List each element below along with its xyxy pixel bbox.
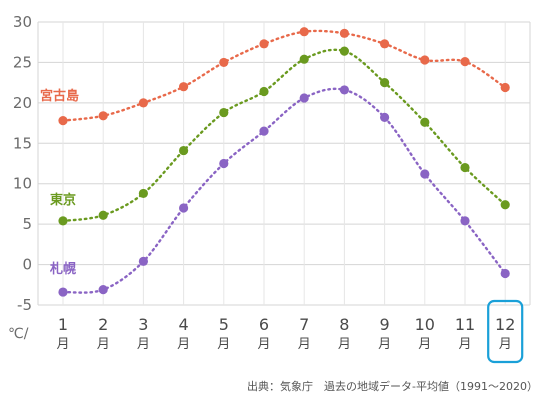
y-axis-unit-label: ℃/	[8, 326, 29, 342]
x-tick-month-label: 月	[298, 337, 311, 352]
x-tick-label: 7	[299, 315, 309, 334]
data-point	[138, 256, 148, 266]
series-label: 東京	[50, 192, 76, 208]
data-point	[179, 82, 189, 92]
x-tick-month-label: 月	[499, 337, 512, 352]
series-label: 宮古島	[40, 88, 79, 104]
data-point	[259, 86, 269, 97]
x-tick-label: 1	[58, 315, 68, 334]
x-tick-label: 6	[259, 315, 269, 334]
data-point	[420, 169, 430, 179]
x-tick-month-label: 月	[217, 337, 230, 352]
x-axis-ticks: 1 月 2 月 3 月 4 月 5 月 6 月 7 月 8 月 9 月 10 月 11 月 12 月	[56, 315, 515, 352]
x-tick-month-label: 月	[137, 337, 150, 352]
data-point	[98, 111, 108, 121]
y-tick-label: 30	[13, 13, 32, 31]
x-tick-label: 3	[138, 315, 148, 334]
y-tick-label: -5	[17, 296, 32, 314]
source-note: 出典：気象庁 過去の地域データ-平均値（1991〜2020）	[247, 379, 538, 393]
series-2: 札幌	[49, 85, 510, 297]
x-tick-month-label: 月	[378, 337, 391, 352]
data-point	[259, 126, 269, 136]
y-tick-label: 5	[22, 215, 32, 233]
data-point	[259, 39, 269, 49]
x-tick-label: 4	[179, 315, 189, 334]
data-point	[219, 107, 229, 118]
data-point	[58, 216, 68, 226]
data-point	[219, 158, 229, 169]
x-tick-label: 10	[415, 315, 435, 334]
data-point	[420, 55, 430, 65]
data-point	[98, 210, 108, 220]
data-point	[299, 27, 309, 37]
data-point	[219, 57, 229, 68]
y-tick-label: 0	[22, 256, 32, 274]
data-point	[98, 285, 108, 295]
data-point	[138, 98, 148, 108]
highlight-box-month	[487, 299, 524, 364]
x-tick-month-label: 月	[56, 337, 69, 352]
x-tick-label: 8	[339, 315, 349, 334]
data-point	[460, 162, 470, 173]
data-point	[380, 112, 390, 123]
data-point	[299, 54, 309, 64]
series-label: 札幌	[49, 261, 76, 277]
y-tick-label: 10	[13, 175, 32, 193]
y-tick-label: 20	[13, 94, 32, 112]
data-point	[58, 287, 68, 297]
data-point	[58, 116, 68, 126]
series-0: 宮古島	[40, 27, 510, 126]
y-axis-ticks: -5 0 5 10 15 20 25 30	[13, 13, 32, 314]
data-point	[380, 39, 390, 49]
data-point	[380, 78, 390, 88]
x-tick-label: 12	[495, 315, 515, 334]
x-tick-label: 5	[219, 315, 229, 334]
data-point	[420, 117, 430, 127]
data-point	[138, 188, 148, 199]
x-tick-month-label: 月	[418, 337, 431, 352]
grid	[37, 21, 531, 306]
data-point	[299, 93, 309, 103]
data-point	[179, 145, 189, 156]
series-line	[61, 48, 507, 223]
data-point	[500, 82, 510, 93]
data-point	[179, 203, 189, 213]
x-tick-label: 2	[98, 315, 108, 334]
x-tick-label: 9	[380, 315, 390, 334]
data-point	[460, 57, 470, 67]
data-point	[460, 216, 470, 226]
data-point	[500, 268, 510, 279]
data-point	[339, 46, 349, 56]
x-tick-month-label: 月	[97, 337, 110, 352]
data-point	[339, 85, 349, 95]
y-tick-label: 15	[13, 134, 32, 152]
data-point	[500, 200, 510, 210]
data-point	[339, 28, 349, 38]
y-tick-label: 25	[13, 53, 32, 71]
series-1: 東京	[50, 46, 510, 226]
x-tick-month-label: 月	[338, 337, 351, 352]
x-tick-month-label: 月	[177, 337, 190, 352]
x-tick-month-label: 月	[458, 337, 471, 352]
x-tick-label: 11	[455, 315, 475, 334]
series-line	[61, 87, 507, 294]
x-tick-month-label: 月	[257, 337, 270, 352]
